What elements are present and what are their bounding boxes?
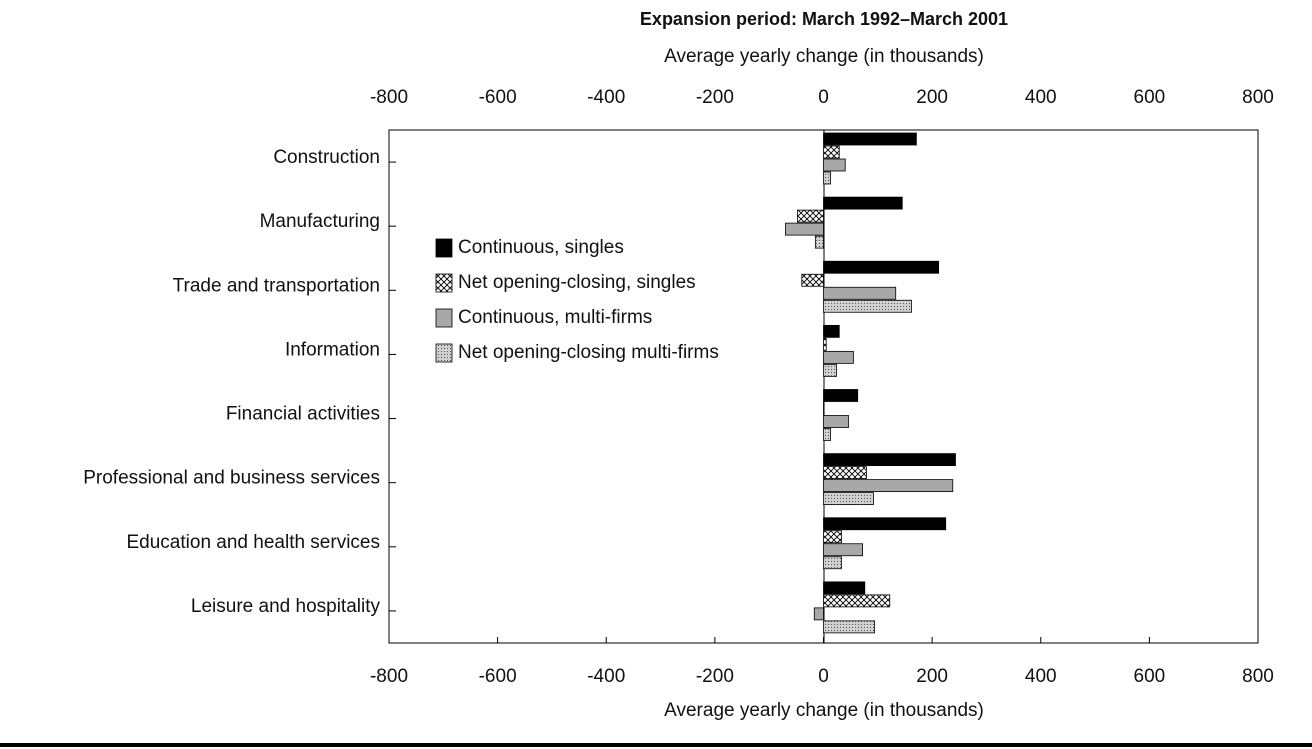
bar [823,171,831,185]
y-tick-label: Information [285,339,380,360]
x-tick-label-top: 400 [1025,87,1057,108]
bar [823,543,864,557]
bar [801,273,824,287]
legend-label: Net opening-closing, singles [458,272,696,293]
bar [785,222,824,236]
x-tick-label: 400 [1025,666,1057,687]
bar [823,492,874,506]
x-tick-label: -800 [370,666,408,687]
bar [823,620,875,634]
bar [823,158,846,172]
x-tick-label: -400 [587,666,625,687]
bar [823,196,903,210]
bar [823,581,866,595]
bar [823,415,849,428]
legend-label: Continuous, singles [458,237,624,258]
legend-swatch [435,308,453,328]
bar [823,286,897,300]
x-tick-label: 800 [1242,666,1274,687]
legend-swatch [435,343,453,363]
y-tick-label: Manufacturing [260,211,380,232]
bar [823,517,947,531]
bar [823,453,956,467]
x-tick-label: 600 [1134,666,1166,687]
bar [823,594,891,608]
x-tick-label-top: -400 [587,87,625,108]
legend-label: Net opening-closing multi-firms [458,342,719,363]
bar [797,209,824,223]
x-tick-label: 0 [818,666,829,687]
bar [823,479,954,493]
y-tick-label: Professional and business services [83,468,380,489]
legend-swatch [435,273,453,293]
bar [823,299,912,313]
y-tick-label: Leisure and hospitality [191,596,381,617]
x-tick-label-top: 600 [1134,87,1166,108]
bar [823,402,825,415]
x-axis-title: Average yearly change (in thousands) [664,700,984,721]
bar [823,466,867,480]
bar [823,389,859,402]
y-tick-label: Education and health services [127,532,381,553]
x-tick-label-top: -600 [479,87,517,108]
chart-title: Expansion period: March 1992–March 2001 [640,9,1008,29]
x-tick-label: -200 [696,666,734,687]
bar [823,337,827,351]
bar [823,132,917,146]
bar [823,145,840,159]
bar [823,363,837,377]
y-tick-label: Trade and transportation [173,275,380,296]
y-tick-label: Financial activities [226,404,380,425]
bar [823,324,840,338]
bar [814,235,824,249]
bottom-rule [0,743,1312,747]
x-tick-label-top: 800 [1242,87,1274,108]
bar [823,260,940,274]
bar [823,556,842,570]
bar [823,350,854,364]
bar [823,428,831,441]
x-tick-label-top: 200 [916,87,948,108]
x-tick-label: 200 [916,666,948,687]
x-tick-label-top: 0 [818,87,829,108]
bar [813,607,824,621]
legend-label: Continuous, multi-firms [458,307,652,328]
x-tick-label-top: -800 [370,87,408,108]
x-axis-title-top: Average yearly change (in thousands) [664,46,984,67]
x-tick-label: -600 [479,666,517,687]
x-tick-label-top: -200 [696,87,734,108]
legend-swatch [435,238,453,258]
y-tick-label: Construction [273,147,380,168]
bar [823,530,842,544]
